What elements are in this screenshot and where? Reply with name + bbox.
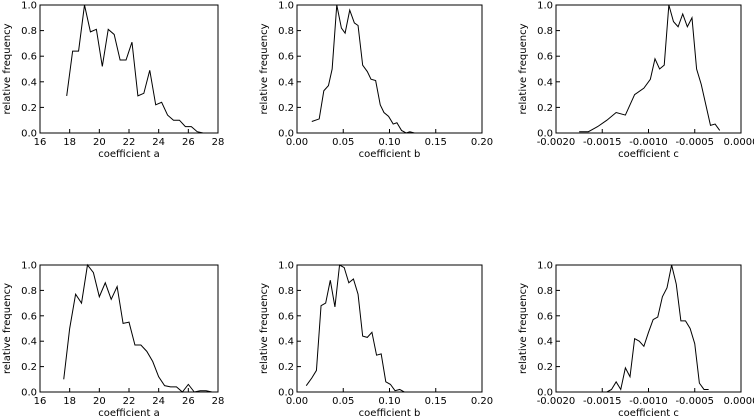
x-tick-label: -0.0010 [629, 396, 668, 407]
y-tick-label: 0.4 [537, 337, 553, 348]
plot-frame [39, 264, 219, 393]
x-tick-label: 26 [182, 137, 195, 148]
y-tick-label: 0.6 [21, 52, 37, 63]
x-tick-label: 18 [63, 396, 76, 407]
y-tick-label: 0.2 [537, 103, 553, 114]
y-tick-label: 0.0 [278, 129, 294, 140]
x-tick-label: 0.05 [332, 137, 354, 148]
y-tick-label: 0.8 [21, 26, 37, 37]
y-tick-label: 1.0 [278, 1, 294, 12]
x-tick-label: 0.10 [378, 396, 400, 407]
y-tick-label: 0.4 [278, 77, 294, 88]
y-tick-label: 0.6 [278, 52, 294, 63]
x-tick-label: 18 [63, 137, 76, 148]
x-tick-label: 24 [152, 396, 165, 407]
y-tick-label: 0.8 [537, 26, 553, 37]
y-tick-label: 0.4 [278, 337, 294, 348]
x-tick-label: 0.10 [378, 137, 400, 148]
y-tick-label: 1.0 [21, 261, 37, 272]
data-line [579, 4, 721, 133]
y-tick-label: 0.2 [21, 362, 37, 373]
y-tick-label: 0.4 [21, 77, 37, 88]
plot-frame [39, 4, 219, 134]
y-tick-label: 0.6 [21, 311, 37, 322]
x-tick-label: 22 [123, 137, 136, 148]
x-axis-label: coefficient a [98, 408, 159, 419]
data-line [311, 4, 415, 134]
y-tick-label: 0.0 [537, 129, 553, 140]
y-tick-label: 0.4 [21, 337, 37, 348]
x-tick-label: 0.15 [425, 396, 447, 407]
plot-frame [555, 264, 742, 393]
y-tick-label: 0.4 [537, 77, 553, 88]
y-axis-label: relative frequency [259, 23, 270, 114]
plot-frame [555, 4, 742, 134]
plot-frame [296, 4, 483, 134]
x-tick-label: 0.20 [471, 137, 493, 148]
x-axis-label: coefficient c [618, 149, 679, 160]
y-axis-label: relative frequency [518, 23, 529, 114]
y-tick-label: 0.6 [537, 52, 553, 63]
x-tick-label: 22 [123, 396, 136, 407]
y-axis-label: relative frequency [518, 283, 529, 374]
y-tick-label: 0.2 [21, 103, 37, 114]
y-tick-label: 0.6 [537, 311, 553, 322]
x-axis-label: coefficient c [618, 408, 679, 419]
x-tick-label: -0.0005 [675, 137, 714, 148]
y-tick-label: 0.8 [278, 286, 294, 297]
x-tick-label: 0.00 [286, 396, 308, 407]
y-axis-label: relative frequency [2, 283, 13, 374]
x-tick-label: -0.0020 [537, 396, 576, 407]
y-tick-label: 0.2 [278, 362, 294, 373]
plot-frame [296, 264, 483, 393]
y-tick-label: 1.0 [537, 261, 553, 272]
y-tick-label: 1.0 [278, 261, 294, 272]
y-tick-label: 0.2 [537, 362, 553, 373]
data-line [63, 263, 213, 393]
y-axis-label: relative frequency [2, 23, 13, 114]
x-tick-label: 0.20 [471, 396, 493, 407]
y-tick-label: 0.0 [21, 388, 37, 399]
x-axis-label: coefficient a [98, 149, 159, 160]
x-tick-label: -0.0015 [583, 396, 622, 407]
x-tick-label: 20 [93, 396, 106, 407]
y-tick-label: 0.0 [278, 388, 294, 399]
x-tick-label: 0.15 [425, 137, 447, 148]
x-tick-label: -0.0010 [629, 137, 668, 148]
x-tick-label: 16 [34, 396, 47, 407]
y-tick-label: 0.2 [278, 103, 294, 114]
y-tick-label: 0.0 [21, 129, 37, 140]
x-tick-label: -0.0020 [537, 137, 576, 148]
x-tick-label: 16 [34, 137, 47, 148]
x-tick-label: 0.00 [286, 137, 308, 148]
x-tick-label: 26 [182, 396, 195, 407]
x-tick-label: 20 [93, 137, 106, 148]
y-tick-label: 0.8 [278, 26, 294, 37]
x-axis-label: coefficient b [359, 408, 421, 419]
y-tick-label: 1.0 [537, 1, 553, 12]
y-axis-label: relative frequency [259, 283, 270, 374]
x-tick-label: -0.0015 [583, 137, 622, 148]
x-tick-label: -0.0005 [675, 396, 714, 407]
y-tick-label: 0.6 [278, 311, 294, 322]
data-line [305, 264, 405, 393]
y-tick-label: 0.8 [537, 286, 553, 297]
x-tick-label: 0.05 [332, 396, 354, 407]
y-tick-label: 0.8 [21, 286, 37, 297]
x-tick-label: 28 [212, 396, 225, 407]
x-tick-label: 24 [152, 137, 165, 148]
y-tick-label: 0.0 [537, 388, 553, 399]
x-axis-label: coefficient b [359, 149, 421, 160]
data-line [66, 4, 204, 134]
y-tick-label: 1.0 [21, 1, 37, 12]
data-line [606, 264, 709, 393]
x-tick-label: 28 [212, 137, 225, 148]
